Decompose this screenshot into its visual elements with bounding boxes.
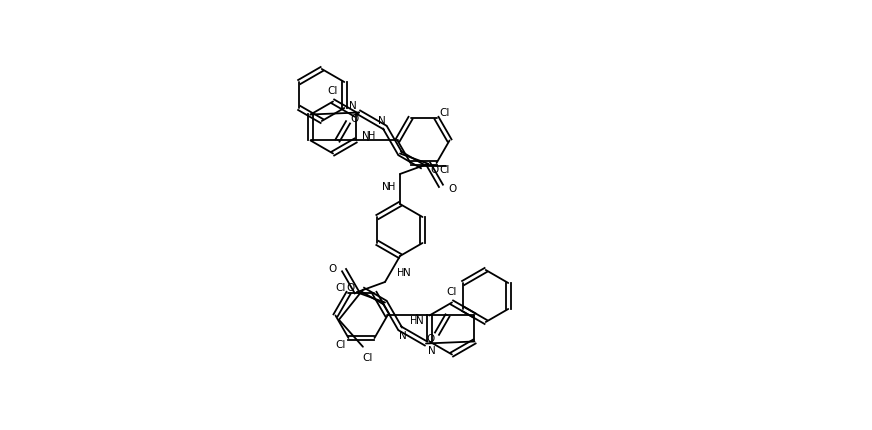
Text: O: O [430, 165, 439, 175]
Text: O: O [427, 333, 435, 343]
Text: Cl: Cl [336, 283, 345, 292]
Text: O: O [448, 184, 456, 194]
Text: Cl: Cl [439, 165, 450, 175]
Text: O: O [347, 282, 355, 292]
Text: O: O [329, 264, 337, 273]
Text: O: O [350, 114, 358, 124]
Text: N: N [399, 331, 407, 341]
Text: H: H [368, 131, 375, 141]
Text: Cl: Cl [446, 287, 457, 297]
Text: H: H [388, 181, 396, 191]
Text: H: H [397, 267, 405, 277]
Text: N: N [428, 346, 436, 356]
Text: N: N [416, 316, 423, 326]
Text: Cl: Cl [363, 352, 373, 362]
Text: H: H [410, 316, 417, 326]
Text: N: N [378, 116, 386, 126]
Text: N: N [362, 131, 370, 141]
Text: N: N [349, 101, 357, 111]
Text: Cl: Cl [328, 86, 338, 96]
Text: Cl: Cl [439, 108, 450, 118]
Text: N: N [403, 267, 411, 277]
Text: N: N [382, 181, 390, 191]
Text: Cl: Cl [336, 339, 345, 349]
